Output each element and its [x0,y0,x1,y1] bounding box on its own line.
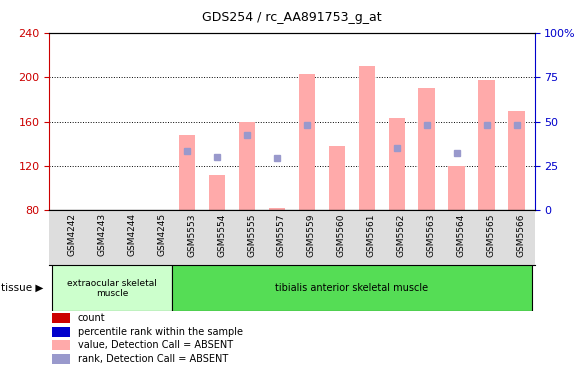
Bar [209,175,225,210]
Bar [358,66,375,210]
Bar [449,166,465,210]
Bar [52,340,70,350]
Text: GSM5563: GSM5563 [426,213,436,257]
Bar [329,146,345,210]
Bar [52,354,70,364]
Text: extraocular skeletal
muscle: extraocular skeletal muscle [67,279,157,298]
Text: tissue ▶: tissue ▶ [1,283,43,293]
Bar [172,265,532,311]
Text: value, Detection Call = ABSENT: value, Detection Call = ABSENT [78,340,233,350]
Text: GSM5553: GSM5553 [187,213,196,257]
Text: GSM4245: GSM4245 [157,213,166,256]
Bar [239,122,255,210]
Text: GSM5561: GSM5561 [367,213,376,257]
Bar [478,79,495,210]
Bar [52,265,172,311]
Text: GSM5566: GSM5566 [517,213,526,257]
Bar [299,74,315,210]
Bar [269,208,285,210]
Bar [52,313,70,323]
Text: count: count [78,313,106,323]
Bar [389,118,405,210]
Text: GSM5555: GSM5555 [247,213,256,257]
Text: GSM5565: GSM5565 [487,213,496,257]
Text: GSM4244: GSM4244 [127,213,137,256]
Text: GSM5554: GSM5554 [217,213,226,257]
Bar [508,111,525,210]
Text: GSM5559: GSM5559 [307,213,316,257]
Text: GSM5562: GSM5562 [397,213,406,257]
Text: GSM5557: GSM5557 [277,213,286,257]
Bar [52,327,70,337]
Text: GSM4243: GSM4243 [97,213,106,256]
Text: percentile rank within the sample: percentile rank within the sample [78,327,243,337]
Bar [418,89,435,210]
Text: GSM5564: GSM5564 [457,213,465,257]
Text: GDS254 / rc_AA891753_g_at: GDS254 / rc_AA891753_g_at [202,11,382,24]
Text: rank, Detection Call = ABSENT: rank, Detection Call = ABSENT [78,354,228,364]
Bar [179,135,195,210]
Text: GSM5560: GSM5560 [337,213,346,257]
Text: tibialis anterior skeletal muscle: tibialis anterior skeletal muscle [275,283,428,293]
Text: GSM4242: GSM4242 [67,213,76,256]
